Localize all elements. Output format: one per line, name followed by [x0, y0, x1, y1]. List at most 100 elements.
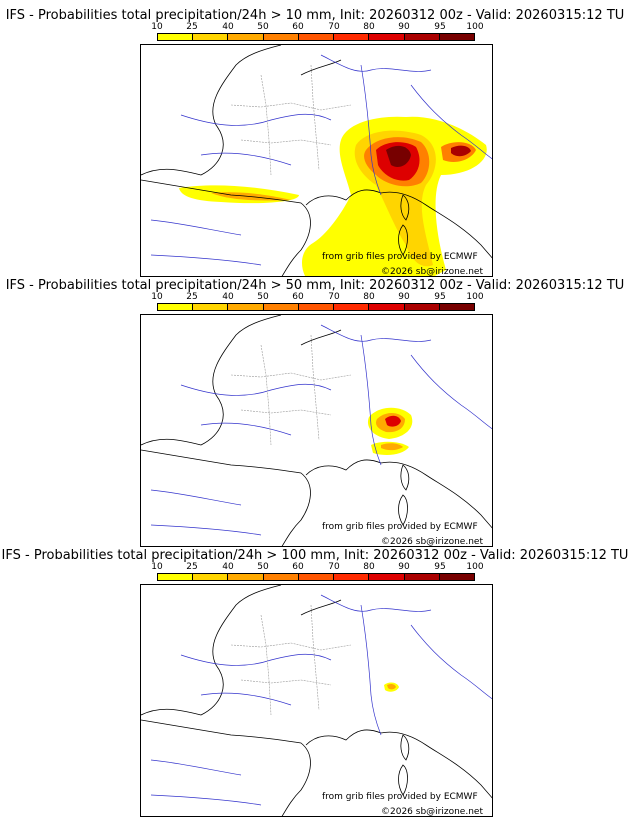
panel-title: IFS - Probabilities total precipitation/…	[5, 278, 625, 293]
colorbar-swatch	[158, 34, 194, 40]
panel-title: IFS - Probabilities total precipitation/…	[5, 8, 625, 23]
colorbar-swatch	[369, 574, 405, 580]
coastline-iberia	[141, 719, 311, 816]
credit-source: from grib files provided by ECMWF	[322, 252, 478, 262]
coastline-iberia	[141, 449, 311, 546]
colorbar: 10 25 40 50 60 70 80 90 95 100	[151, 562, 484, 583]
prob-90-95	[451, 145, 471, 157]
colorbar-tick: 40	[222, 292, 234, 302]
coastline-atlantic	[141, 315, 282, 446]
river-ebro	[150, 219, 242, 236]
colorbar-swatch	[193, 574, 229, 580]
colorbar-swatch	[298, 34, 335, 40]
admin-border	[230, 642, 352, 651]
colorbar-labels: 10 25 40 50 60 70 80 90 95 100	[151, 22, 483, 33]
panel-100mm: IFS - Probabilities total precipitation/…	[0, 548, 630, 818]
island-corsica	[400, 194, 410, 221]
borders	[230, 604, 352, 716]
colorbar-tick: 10	[151, 562, 163, 572]
colorbar-swatch	[334, 304, 370, 310]
coastlines	[141, 45, 492, 276]
colorbar-tick: 100	[466, 292, 484, 302]
precipitation-shading	[384, 682, 399, 692]
colorbar-tick: 25	[186, 562, 198, 572]
colorbar-swatches	[157, 33, 475, 41]
admin-border	[260, 74, 272, 176]
island-sardinia	[398, 494, 408, 526]
colorbar-swatch	[334, 574, 370, 580]
colorbar-tick: 10	[151, 22, 163, 32]
probability-map: from grib files provided by ECMWF ©2026 …	[140, 44, 493, 277]
colorbar-tick: 95	[434, 22, 446, 32]
river-garonne	[200, 152, 292, 166]
colorbar-swatch	[158, 574, 194, 580]
probability-map: from grib files provided by ECMWF ©2026 …	[140, 314, 493, 547]
admin-border	[260, 344, 272, 446]
colorbar-swatch	[369, 34, 405, 40]
panel-10mm: IFS - Probabilities total precipitation/…	[0, 8, 630, 278]
colorbar-swatch	[298, 304, 335, 310]
colorbar-tick: 95	[434, 562, 446, 572]
river-ebro	[150, 759, 242, 776]
credit-source: from grib files provided by ECMWF	[322, 522, 478, 532]
colorbar-tick: 70	[328, 562, 340, 572]
colorbar-swatch	[228, 34, 264, 40]
river-rhone	[360, 64, 382, 196]
river-rhone	[360, 604, 382, 736]
admin-border	[240, 679, 332, 686]
colorbar-tick: 50	[257, 22, 269, 32]
river-seine	[320, 594, 432, 612]
colorbar-swatch	[158, 304, 194, 310]
prob-40-50	[387, 683, 396, 690]
coastline-channel	[300, 59, 342, 76]
colorbar-tick: 70	[328, 22, 340, 32]
admin-border	[240, 409, 332, 416]
colorbar-tick: 50	[257, 562, 269, 572]
river-garonne	[200, 692, 292, 706]
colorbar-tick: 90	[398, 562, 410, 572]
island-corsica	[400, 464, 410, 491]
precipitation-shading	[179, 116, 487, 276]
colorbar-swatch	[298, 574, 335, 580]
river-loire	[180, 383, 332, 396]
colorbar-tick: 80	[363, 292, 375, 302]
island-sardinia	[398, 224, 408, 256]
river-rhone	[360, 334, 382, 466]
admin-border	[310, 604, 320, 711]
colorbar-swatch	[404, 34, 440, 40]
river-loire	[180, 113, 332, 126]
colorbar-swatch	[369, 304, 405, 310]
colorbar-tick: 80	[363, 22, 375, 32]
colorbar-swatches	[157, 573, 475, 581]
colorbar-tick: 100	[466, 562, 484, 572]
prob-95-100	[386, 145, 411, 167]
admin-border	[260, 614, 272, 716]
admin-border	[310, 64, 320, 171]
coastline-gulf-of-lion	[305, 189, 382, 206]
colorbar-swatch	[404, 304, 440, 310]
admin-border	[230, 102, 352, 111]
colorbar-swatch	[193, 304, 229, 310]
panel-50mm: IFS - Probabilities total precipitation/…	[0, 278, 630, 548]
coastlines	[141, 315, 492, 546]
river-loire	[180, 653, 332, 666]
colorbar-tick: 95	[434, 292, 446, 302]
colorbar-tick: 60	[292, 292, 304, 302]
island-corsica	[400, 734, 410, 761]
precipitation-shading	[367, 407, 413, 455]
coastline-channel	[300, 329, 342, 346]
admin-border	[310, 334, 320, 441]
colorbar-swatch	[439, 34, 474, 40]
coastline-ligurian	[380, 461, 492, 529]
admin-border	[230, 372, 352, 381]
rivers	[150, 324, 492, 536]
probability-map: from grib files provided by ECMWF ©2026 …	[140, 584, 493, 817]
colorbar-swatch	[439, 574, 474, 580]
colorbar-swatch	[228, 574, 264, 580]
coastline-gulf-of-lion	[305, 459, 382, 476]
colorbar-tick: 90	[398, 22, 410, 32]
river-po	[410, 624, 492, 700]
colorbar-tick: 90	[398, 292, 410, 302]
river-po	[410, 84, 492, 160]
panel-title: IFS - Probabilities total precipitation/…	[1, 548, 629, 563]
